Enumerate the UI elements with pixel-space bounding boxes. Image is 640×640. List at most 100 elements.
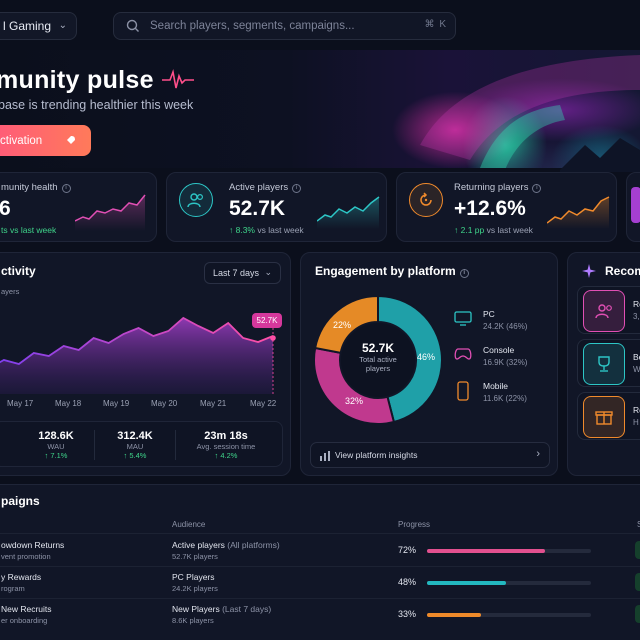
donut-hole [341, 323, 415, 397]
workspace-name: l Gaming [3, 19, 52, 33]
users-icon [583, 290, 625, 332]
kpi-title: Active players [229, 182, 289, 193]
column-header-progress: Progress [398, 520, 431, 529]
campaigns-panel: paigns Audience Progress S owdown Return… [0, 484, 640, 640]
activity-panel: ctivity ayers Last 7 days ⌄ 52.7K May 17… [0, 252, 291, 476]
panel-title: paigns [1, 494, 40, 508]
column-header-extra: S [637, 520, 640, 529]
panel-title: Recom [605, 264, 640, 278]
phone-icon [457, 381, 469, 401]
bar-chart-icon [320, 451, 330, 461]
search-icon [126, 19, 139, 32]
kpi-card-active-players: Active players i 52.7K ↑ 8.3% vs last wee… [166, 172, 387, 242]
stat-mau: 312.4K MAU ↑ 5.4% [117, 430, 153, 460]
recommendation-item[interactable]: Re 3, [577, 286, 640, 334]
progress-fill [427, 549, 546, 553]
table-row[interactable]: y Rewards rogram PC Players 24.2K player… [0, 567, 640, 597]
recommendation-item[interactable]: Be W [577, 339, 640, 387]
activity-line [0, 316, 274, 365]
kpi-title: Returning players [454, 182, 529, 193]
search-shortcut: ⌘ K [424, 19, 447, 30]
progress-bar [427, 581, 591, 585]
panel-title: ctivity [1, 264, 36, 278]
chevron-down-icon: ⌄ [58, 20, 67, 31]
divider [0, 566, 640, 567]
range-select[interactable]: Last 7 days ⌄ [204, 262, 281, 284]
slice-label-mobile: 22% [333, 320, 352, 330]
sparkline [317, 196, 380, 229]
kpi-delta: ↑ 8.3% vs last week [229, 225, 304, 235]
stat-wau: 128.6K WAU ↑ 7.1% [38, 430, 74, 460]
kpi-accent [631, 187, 640, 223]
x-tick-label: May 19 [103, 399, 130, 408]
kpi-value: 6 [0, 197, 11, 220]
activity-chart [0, 316, 276, 394]
progress-fill [427, 581, 506, 585]
sparkline [75, 194, 146, 231]
link-label: View platform insights [335, 450, 418, 460]
chart-tooltip: 52.7K [252, 313, 282, 328]
status-badge [635, 605, 640, 623]
donut-center: 52.7K Total active players [359, 341, 397, 373]
activity-area [0, 318, 273, 394]
sparkle-icon [582, 264, 596, 278]
table-row[interactable]: New Recruits er onboarding New Players (… [0, 599, 640, 629]
table-row[interactable]: owdown Returns vent promotion Active pla… [0, 535, 640, 565]
progress-bar [427, 549, 591, 553]
heartbeat-icon [162, 69, 194, 89]
gamepad-icon [454, 348, 472, 360]
panel-title: Engagement by platform [315, 264, 456, 278]
kpi-card-partial [626, 172, 640, 242]
page-subtitle: base is trending healthier this week [0, 98, 194, 112]
x-tick-label: May 18 [55, 399, 82, 408]
kpi-card-returning-players: Returning players i +12.6% ↑ 2.1 pp vs la… [396, 172, 617, 242]
activity-stats: 128.6K WAU ↑ 7.1% 312.4K MAU ↑ 5.4% 23m … [0, 421, 283, 467]
status-badge [635, 573, 640, 591]
divider [0, 533, 640, 534]
kpi-title: munity health [1, 182, 58, 193]
status-badge [635, 541, 640, 559]
sparkline [547, 196, 610, 229]
info-icon: i [292, 184, 302, 193]
page-title: munity pulse [0, 66, 154, 94]
range-select-label: Last 7 days [213, 268, 260, 278]
x-tick-label: May 22 [250, 399, 277, 408]
users-icon [179, 183, 213, 217]
chevron-right-icon: › [536, 448, 540, 460]
hero-banner [0, 50, 640, 172]
monitor-icon [454, 311, 472, 326]
engagement-panel: Engagement by platform i 52.7K Total acti… [300, 252, 558, 476]
kpi-value: 52.7K [229, 197, 286, 220]
slice-label-pc: 46% [417, 352, 436, 362]
divider [94, 430, 95, 460]
series-label: ayers [1, 287, 20, 296]
return-icon [409, 183, 443, 217]
donut-slice-console [313, 346, 396, 425]
cursor-point [270, 335, 276, 341]
donut-slice-pc [377, 294, 443, 424]
activation-button[interactable]: ctivation [0, 125, 91, 156]
search-placeholder: Search players, segments, campaigns... [150, 20, 355, 32]
progress-fill [427, 613, 482, 617]
gift-icon [583, 396, 625, 438]
search-input[interactable]: Search players, segments, campaigns... ⌘… [113, 12, 456, 40]
info-icon: i [532, 184, 542, 193]
recommendations-panel: Recom Re 3, Be W Re H [567, 252, 640, 476]
kpi-card-health: munity health i 6 ts vs last week [0, 172, 157, 242]
rocket-icon [67, 136, 75, 144]
divider [0, 598, 640, 599]
recommendation-item[interactable]: Re H [577, 392, 640, 440]
donut-slice-mobile [313, 294, 379, 355]
info-icon: i [61, 184, 71, 193]
workspace-select[interactable]: l Gaming ⌄ [0, 12, 77, 40]
platform-donut [313, 294, 443, 425]
divider [175, 430, 176, 460]
kpi-delta: ts vs last week [1, 225, 57, 235]
kpi-value: +12.6% [454, 197, 526, 220]
progress-bar [427, 613, 591, 617]
aurora-graphic [0, 55, 640, 172]
x-tick-label: May 21 [200, 399, 227, 408]
slice-label-console: 32% [345, 396, 364, 406]
platform-insights-link[interactable]: View platform insights › [310, 442, 550, 468]
stat-session-time: 23m 18s Avg. session time ↑ 4.2% [196, 430, 256, 460]
